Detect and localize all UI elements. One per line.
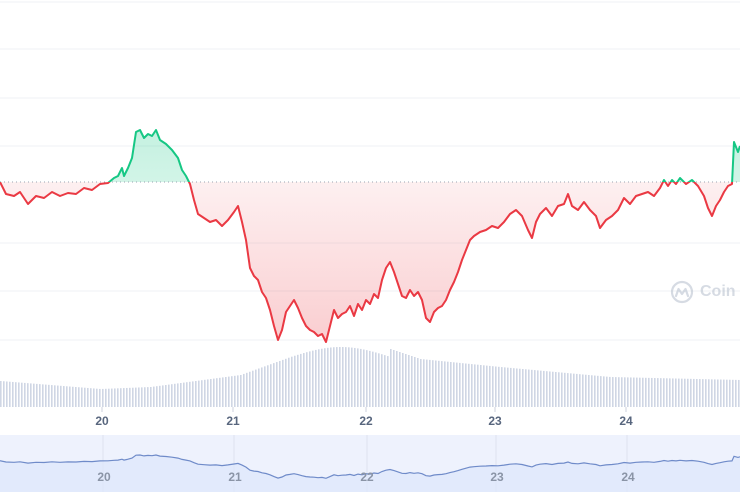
x-tick-label: 20	[95, 414, 109, 428]
navigator-tick-label: 23	[490, 470, 504, 484]
watermark-text: Coin	[700, 283, 736, 300]
navigator[interactable]	[0, 435, 740, 492]
navigator-tick-label: 20	[97, 470, 111, 484]
volume-bars	[0, 347, 740, 407]
price-line-down	[0, 182, 734, 343]
x-tick-label: 21	[226, 414, 240, 428]
navigator-tick-label: 22	[360, 470, 374, 484]
price-line-up	[0, 129, 740, 182]
navigator-tick-label: 24	[621, 470, 635, 484]
coinmarketcap-logo-icon	[670, 280, 694, 304]
watermark: Coin	[670, 280, 736, 304]
x-tick-label: 22	[359, 414, 373, 428]
navigator-tick-label: 21	[228, 470, 242, 484]
x-tick-label: 23	[488, 414, 502, 428]
x-tick-label: 24	[619, 414, 633, 428]
